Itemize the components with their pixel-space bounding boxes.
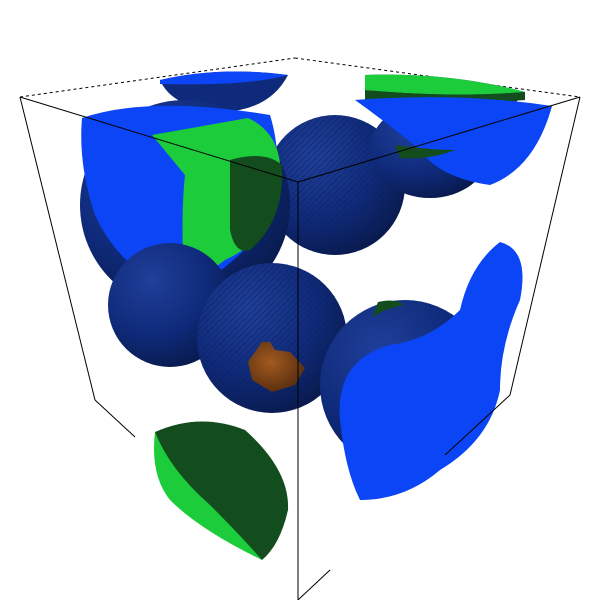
cube-outline-icon bbox=[19, 96, 581, 600]
cube-back-edges bbox=[19, 57, 581, 98]
right-upper-cut-sphere bbox=[355, 97, 552, 198]
center-sphere bbox=[197, 263, 347, 413]
bottom-left-cut-sphere bbox=[154, 421, 289, 560]
orange-core bbox=[248, 342, 305, 392]
right-lower-cut-sphere bbox=[320, 242, 523, 500]
